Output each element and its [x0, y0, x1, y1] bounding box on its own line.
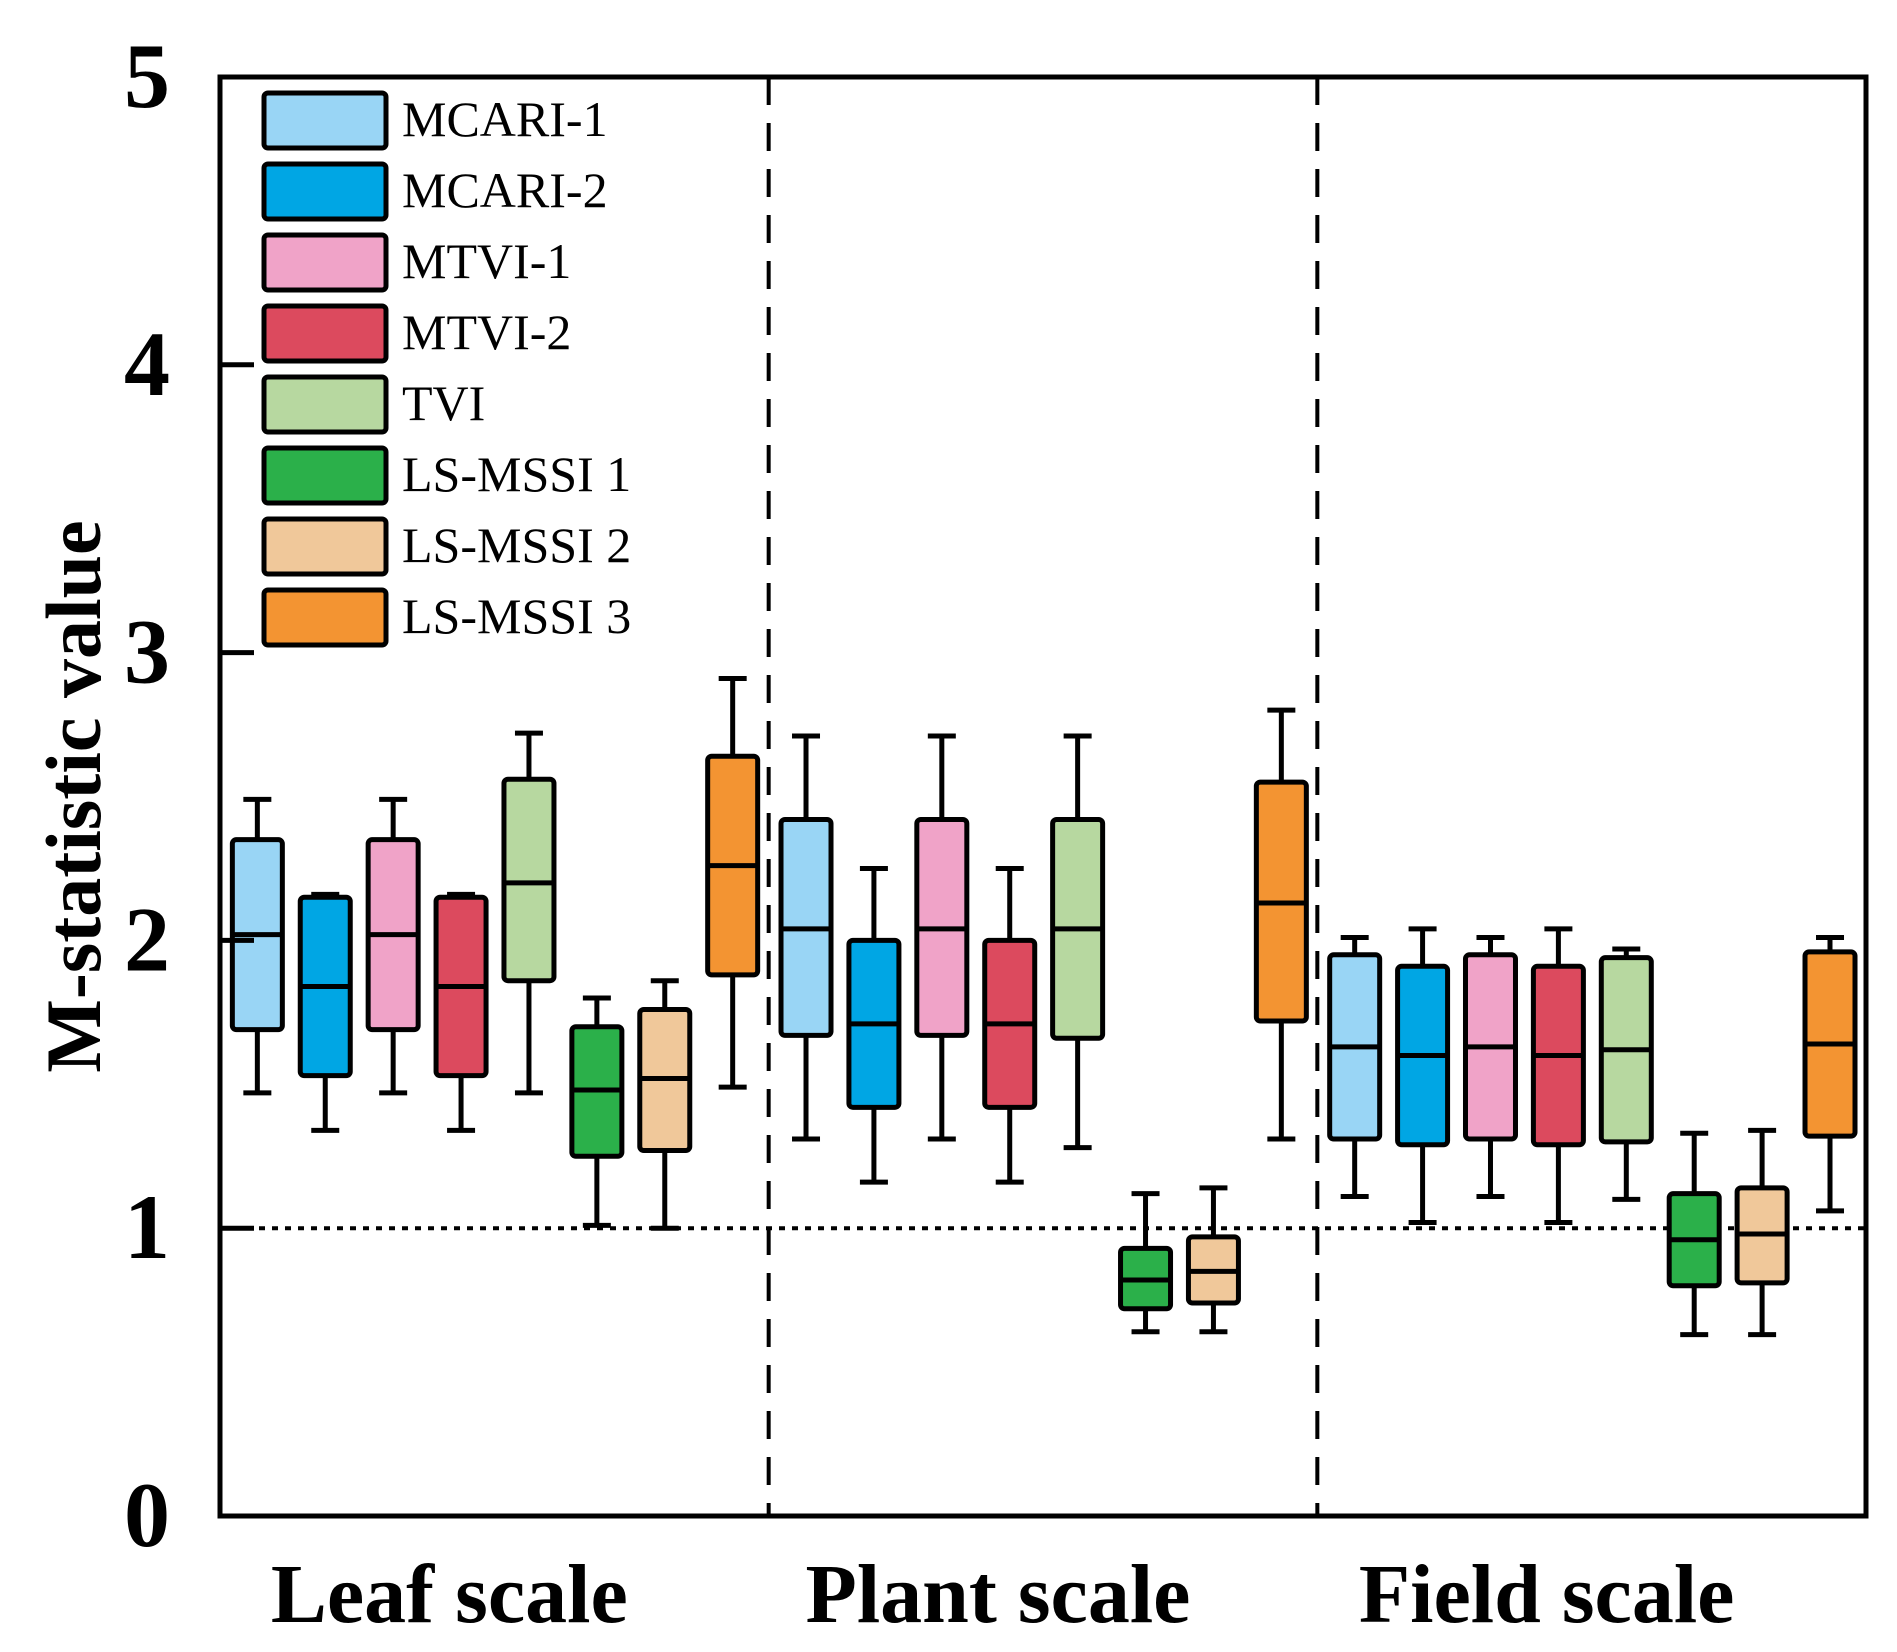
y-tick-label: 2 [124, 888, 170, 990]
reference-layer [220, 77, 1866, 1516]
box-ls-mssi-1-2 [1666, 1130, 1722, 1338]
x-group-label: Field scale [1359, 1548, 1735, 1641]
legend-swatch [261, 232, 389, 293]
box-mtvi-2-1 [982, 865, 1038, 1185]
box-ls-mssi-1-1 [1118, 1191, 1174, 1335]
legend-label: MTVI-2 [402, 304, 571, 360]
y-tick-label: 5 [124, 25, 170, 127]
legend-swatch [261, 161, 389, 222]
legend-item: MTVI-1 [261, 232, 571, 293]
box-mcari-2-0 [297, 891, 353, 1133]
box-tvi-2 [1598, 946, 1654, 1202]
box-mtvi-1-1 [914, 733, 970, 1142]
legend-item: TVI [261, 374, 485, 435]
legend-swatch [261, 587, 389, 648]
legend-item: LS-MSSI 3 [261, 587, 631, 648]
box-mcari-1-2 [1327, 935, 1383, 1200]
y-tick-label: 1 [124, 1176, 170, 1278]
legend-label: MTVI-1 [402, 233, 571, 289]
box-ls-mssi-2-2 [1734, 1127, 1790, 1338]
legend-label: MCARI-2 [402, 162, 608, 218]
box-ls-mssi-1-0 [569, 995, 625, 1228]
legend-swatch [261, 445, 389, 506]
y-axis-title: M-statistic value [30, 520, 117, 1072]
box-mtvi-2-2 [1530, 926, 1586, 1225]
box-ls-mssi-2-1 [1185, 1185, 1241, 1335]
y-tick-label: 4 [124, 313, 170, 415]
legend-item: MTVI-2 [261, 303, 571, 364]
box-mcari-1-0 [229, 796, 285, 1096]
legend-label: MCARI-1 [402, 91, 608, 147]
box-tvi-1 [1050, 733, 1106, 1151]
box-ls-mssi-2-0 [637, 978, 693, 1231]
legend-label: LS-MSSI 3 [402, 588, 631, 644]
legend-label: TVI [402, 375, 485, 431]
legend-item: MCARI-1 [261, 90, 608, 151]
box-mtvi-1-0 [365, 796, 421, 1096]
y-tick-label: 0 [124, 1464, 170, 1566]
box-mcari-2-1 [846, 865, 902, 1185]
legend-label: LS-MSSI 2 [402, 517, 631, 573]
boxes-layer [229, 676, 1858, 1338]
axes-layer: 0 1 2 3 4 5 M-statistic value Leaf scale Plant s… [30, 25, 1869, 1641]
legend-swatch [261, 90, 389, 151]
legend-item: LS-MSSI 2 [261, 516, 631, 577]
legend-item: LS-MSSI 1 [261, 445, 631, 506]
x-group-label: Leaf scale [271, 1548, 628, 1641]
y-tick-label: 3 [124, 601, 170, 703]
x-group-label: Plant scale [806, 1548, 1191, 1641]
box-iqr [501, 776, 557, 984]
box-ls-mssi-3-1 [1253, 707, 1309, 1142]
box-ls-mssi-3-2 [1802, 935, 1858, 1214]
box-mtvi-2-0 [433, 891, 489, 1133]
legend-label: LS-MSSI 1 [402, 446, 631, 502]
legend-swatch [261, 374, 389, 435]
box-tvi-0 [501, 730, 557, 1096]
box-ls-mssi-3-0 [705, 676, 761, 1090]
box-mcari-1-1 [778, 733, 834, 1142]
legend-swatch [261, 303, 389, 364]
legend: MCARI-1 MCARI-2 MTVI-1 MTVI-2 TVI LS-MSSI 1 LS… [261, 90, 631, 648]
plot-frame [217, 74, 1869, 1519]
legend-swatch [261, 516, 389, 577]
box-mtvi-1-2 [1462, 935, 1518, 1200]
legend-item: MCARI-2 [261, 161, 608, 222]
box-mcari-2-2 [1395, 926, 1451, 1225]
